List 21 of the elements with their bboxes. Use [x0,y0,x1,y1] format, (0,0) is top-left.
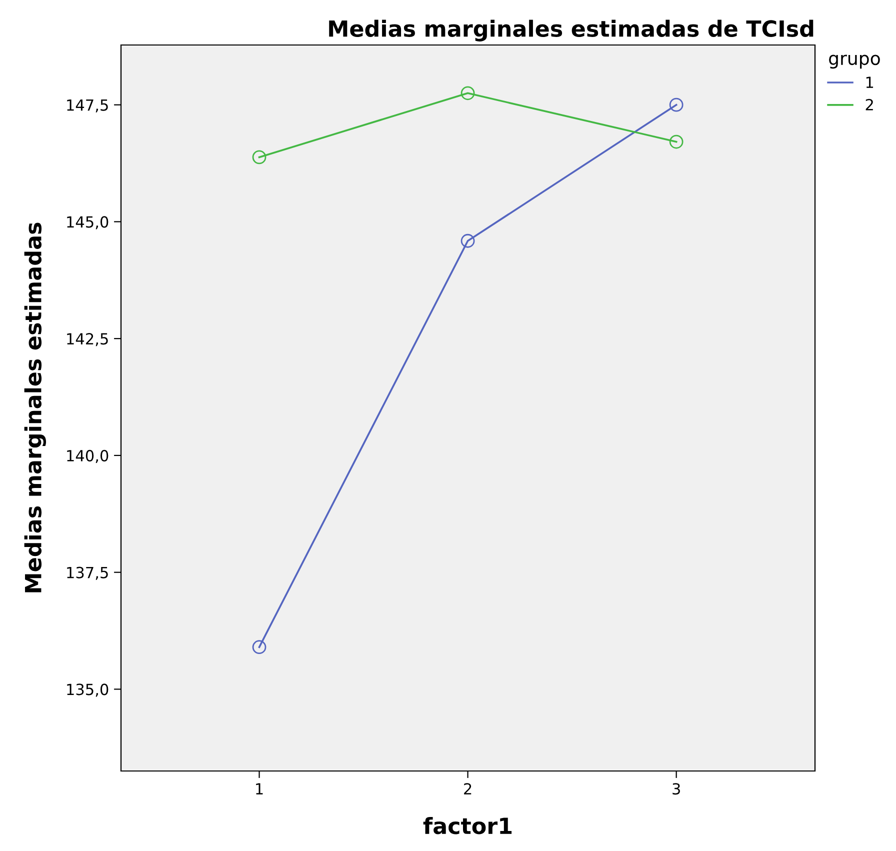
point [252,150,266,164]
y-tick-label: 140,0 [67,450,108,464]
point [460,234,475,248]
point [252,640,266,654]
legend-label: 1 [866,76,874,88]
legend-title: grupo [829,54,880,69]
y-tick-label: 145,0 [67,216,108,230]
x-tick-label: 2 [464,783,472,794]
x-tick-label: 3 [672,783,680,795]
point [460,86,475,100]
x-tick-label: 1 [256,783,263,794]
chart-title: Medias marginales estimadas de TCIsd [329,20,814,42]
y-axis-title: Medias marginales estimadas [24,222,46,592]
x-axis-title: factor1 [423,817,512,834]
y-tick-label: 135,0 [67,684,108,697]
y-tick-label: 137,5 [67,566,108,580]
y-tick-label: 147,5 [67,100,108,112]
point [669,134,684,149]
y-tick-label: 142,5 [67,333,108,346]
legend-label: 2 [866,98,873,110]
point [669,98,684,112]
